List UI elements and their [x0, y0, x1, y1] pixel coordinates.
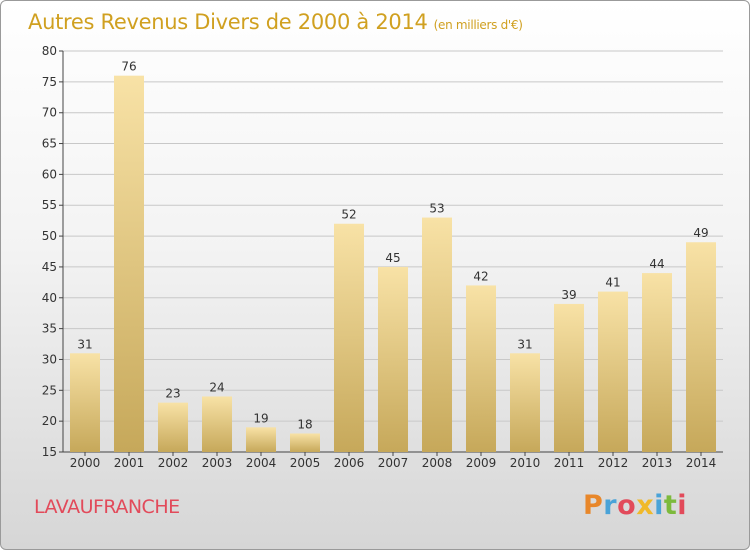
y-tick-label: 50	[42, 229, 57, 243]
commune-name: LAVAUFRANCHE	[34, 496, 180, 518]
y-tick-label: 70	[42, 106, 57, 120]
x-tick-label: 2005	[290, 456, 321, 470]
x-tick-label: 2007	[378, 456, 409, 470]
bar-value-label: 39	[561, 288, 576, 302]
x-tick-label: 2001	[114, 456, 145, 470]
bar-value-label: 52	[341, 208, 356, 222]
logo-letter: i	[677, 490, 688, 521]
bar-value-label: 42	[473, 269, 488, 283]
bar-value-label: 31	[77, 337, 92, 351]
bar	[202, 396, 232, 452]
bar	[114, 75, 144, 452]
logo-letter: r	[603, 490, 618, 521]
bar	[554, 303, 584, 452]
x-tick-label: 2013	[642, 456, 673, 470]
proxiti-logo[interactable]: Proxiti	[583, 490, 687, 521]
x-tick-label: 2012	[598, 456, 629, 470]
logo-letter: o	[617, 490, 637, 521]
y-tick-label: 20	[42, 414, 57, 428]
logo-letter: x	[636, 490, 655, 521]
x-tick-label: 2000	[70, 456, 101, 470]
x-tick-label: 2004	[246, 456, 277, 470]
bar	[598, 291, 628, 452]
chart-title-text: Autres Revenus Divers de 2000 à 2014	[28, 10, 428, 34]
y-tick-label: 60	[42, 167, 57, 181]
bar	[510, 353, 540, 452]
logo-letter: t	[663, 490, 678, 521]
bar-value-label: 76	[121, 60, 136, 74]
bar	[378, 266, 408, 452]
y-tick-label: 55	[42, 198, 57, 212]
x-tick-label: 2009	[466, 456, 497, 470]
x-tick-label: 2002	[158, 456, 189, 470]
chart-title: Autres Revenus Divers de 2000 à 2014 (en …	[28, 10, 523, 34]
y-tick-label: 40	[42, 291, 57, 305]
y-tick-label: 15	[42, 445, 57, 459]
bar	[642, 273, 672, 452]
bar-value-label: 31	[517, 337, 532, 351]
logo-letter: i	[654, 490, 664, 521]
y-tick-label: 35	[42, 322, 57, 336]
y-tick-label: 65	[42, 137, 57, 151]
bar-value-label: 45	[385, 251, 400, 265]
x-tick-label: 2003	[202, 456, 233, 470]
bar	[70, 353, 100, 452]
bar	[158, 402, 188, 452]
x-tick-label: 2011	[554, 456, 585, 470]
bar-value-label: 18	[297, 417, 312, 431]
logo-letter: P	[583, 490, 604, 521]
x-tick-label: 2014	[686, 456, 717, 470]
bar	[246, 427, 276, 452]
x-tick-label: 2010	[510, 456, 541, 470]
y-tick-label: 80	[42, 44, 57, 58]
y-tick-label: 30	[42, 352, 57, 366]
chart-unit-label: (en milliers d'€)	[433, 18, 523, 32]
y-tick-label: 45	[42, 260, 57, 274]
bar-value-label: 24	[209, 380, 224, 394]
bar-value-label: 53	[429, 202, 444, 216]
y-tick-label: 75	[42, 75, 57, 89]
bar	[466, 285, 496, 452]
bar-value-label: 41	[605, 276, 620, 290]
bar	[334, 223, 364, 452]
bar	[290, 433, 320, 452]
bar-value-label: 19	[253, 411, 268, 425]
bar-value-label: 49	[693, 226, 708, 240]
x-tick-label: 2006	[334, 456, 365, 470]
bar	[686, 242, 716, 452]
x-tick-label: 2008	[422, 456, 453, 470]
bar-value-label: 44	[649, 257, 664, 271]
bar	[422, 217, 452, 452]
y-tick-label: 25	[42, 383, 57, 397]
bar-value-label: 23	[165, 387, 180, 401]
